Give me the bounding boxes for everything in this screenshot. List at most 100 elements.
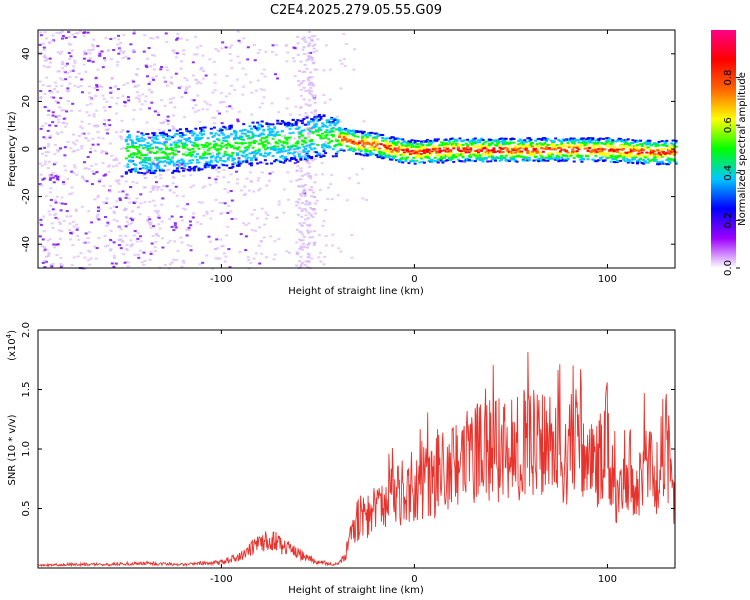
spectrogram-speckle [80, 205, 84, 208]
spectrogram-ridge-cell [283, 122, 287, 125]
spectrogram-ridge-cell [351, 134, 355, 137]
spectrogram-speckle [202, 148, 206, 151]
spectrogram-ridge-cell [316, 143, 320, 146]
spectrogram-speckle [121, 57, 125, 60]
spectrogram-ridge-cell [648, 142, 652, 145]
spectrogram-speckle [300, 210, 304, 213]
spectrogram-ridge-cell [632, 148, 636, 151]
spectrogram-speckle [117, 225, 121, 228]
spectrogram-speckle [124, 180, 128, 183]
spectrogram-ridge-cell [163, 160, 167, 163]
spectrogram-ridge-cell [344, 132, 348, 135]
spectrogram-speckle [193, 53, 197, 56]
spectrogram-ridge-cell [506, 147, 510, 150]
spectrogram-speckle [116, 96, 120, 99]
spectrogram-speckle [199, 223, 203, 226]
spectrogram-ridge-cell [249, 164, 253, 167]
snr-x-tick-label: 100 [598, 574, 617, 585]
spectrogram-ridge-cell [640, 162, 644, 165]
spectrogram-ridge-cell [239, 135, 243, 138]
spectrogram-speckle [149, 252, 153, 255]
spectrogram-speckle [135, 74, 139, 77]
spectrogram-ridge-cell [487, 142, 491, 145]
spectrogram-ridge-cell [243, 155, 247, 158]
spectrogram-ridge-cell [229, 154, 233, 157]
spectrogram-ridge-cell [282, 161, 286, 164]
spectrogram-ridge-cell [161, 131, 165, 134]
spectrogram-ridge-cell [540, 143, 544, 146]
spectrogram-ridge-cell [314, 125, 318, 128]
spectrogram-ridge-cell [226, 157, 230, 160]
spectrogram-speckle [51, 263, 55, 266]
spectrogram-ridge-cell [319, 128, 323, 131]
spectrogram-ridge-cell [322, 148, 326, 151]
spectrogram-ridge-cell [217, 129, 221, 132]
spectrogram-ridge-cell [427, 141, 431, 144]
spectrogram-ridge-cell [236, 147, 240, 150]
spectrogram-ridge-cell [642, 155, 646, 158]
spectrogram-ridge-cell [240, 135, 244, 138]
spectrogram-ridge-cell [396, 159, 400, 162]
spectrogram-speckle [205, 210, 209, 213]
spectrogram-speckle [159, 121, 163, 124]
spectrogram-ridge-cell [651, 152, 655, 155]
spectrogram-ridge-cell [435, 139, 439, 142]
spectrogram-ridge-cell [398, 158, 402, 161]
spectrogram-speckle [102, 57, 106, 60]
spectrogram-speckle [95, 217, 99, 220]
spectrogram-speckle [202, 214, 206, 217]
spectrogram-speckle [307, 131, 311, 134]
spectrogram-speckle [87, 132, 91, 135]
spectrogram-ridge-cell [429, 153, 433, 156]
spectrogram-ridge-cell [350, 141, 354, 144]
spectrogram-ridge-cell [178, 162, 182, 165]
spectrogram-ridge-cell [154, 137, 158, 140]
spectrogram-ridge-cell [626, 158, 630, 161]
spectrogram-ridge-cell [148, 156, 152, 159]
spectrogram-ridge-cell [530, 154, 534, 157]
spectrogram-speckle [87, 210, 91, 213]
spectrogram-speckle [252, 43, 256, 46]
spectrogram-ridge-cell [551, 146, 555, 149]
spectrogram-speckle [129, 185, 133, 188]
spectrogram-speckle [124, 55, 128, 58]
spectrogram-ridge-cell [459, 144, 463, 147]
spectrogram-ridge-cell [552, 140, 556, 143]
spectrogram-ridge-cell [463, 139, 467, 142]
spectrogram-ridge-cell [359, 130, 363, 133]
spectrogram-ridge-cell [160, 147, 164, 150]
spectrogram-ridge-cell [425, 148, 429, 151]
spectrogram-ridge-cell [249, 127, 253, 130]
spectrogram-speckle [307, 83, 311, 86]
spectrogram-ridge-cell [442, 156, 446, 159]
spectrogram-ridge-cell [157, 161, 161, 164]
spectrogram-speckle [59, 97, 63, 100]
spectrogram-speckle [192, 212, 196, 215]
spectrogram-ridge-cell [325, 129, 329, 132]
spectrogram-speckle [166, 84, 170, 87]
spectrogram-speckle [95, 109, 99, 112]
spectrogram-ridge-cell [276, 122, 280, 125]
spectrogram-ridge-cell [651, 143, 655, 146]
spectrogram-speckle [230, 67, 234, 70]
spectrogram-ridge-cell [178, 132, 182, 135]
spectrogram-ridge-cell [317, 129, 321, 132]
spectrogram-speckle [309, 214, 313, 217]
spectrogram-ridge-cell [270, 134, 274, 137]
spectrogram-ridge-cell [407, 146, 411, 149]
spectrogram-speckle [122, 146, 126, 149]
spectrogram-speckle [310, 111, 314, 114]
spectrogram-ridge-cell [211, 155, 215, 158]
spectrogram-ridge-cell [489, 152, 493, 155]
spectrogram-speckle [47, 253, 51, 256]
spectrogram-speckle [125, 249, 129, 252]
spectrogram-ridge-cell [648, 160, 652, 163]
spectrogram-speckle [117, 190, 121, 193]
spectrogram-speckle [102, 201, 106, 204]
spectrogram-speckle [60, 109, 64, 112]
spectrogram-speckle [100, 85, 104, 88]
spectrogram-ridge-cell [268, 131, 272, 134]
spectrogram-ridge-cell [480, 145, 484, 148]
spectrogram-speckle [301, 71, 305, 74]
spectrogram-ridge-cell [398, 148, 402, 151]
